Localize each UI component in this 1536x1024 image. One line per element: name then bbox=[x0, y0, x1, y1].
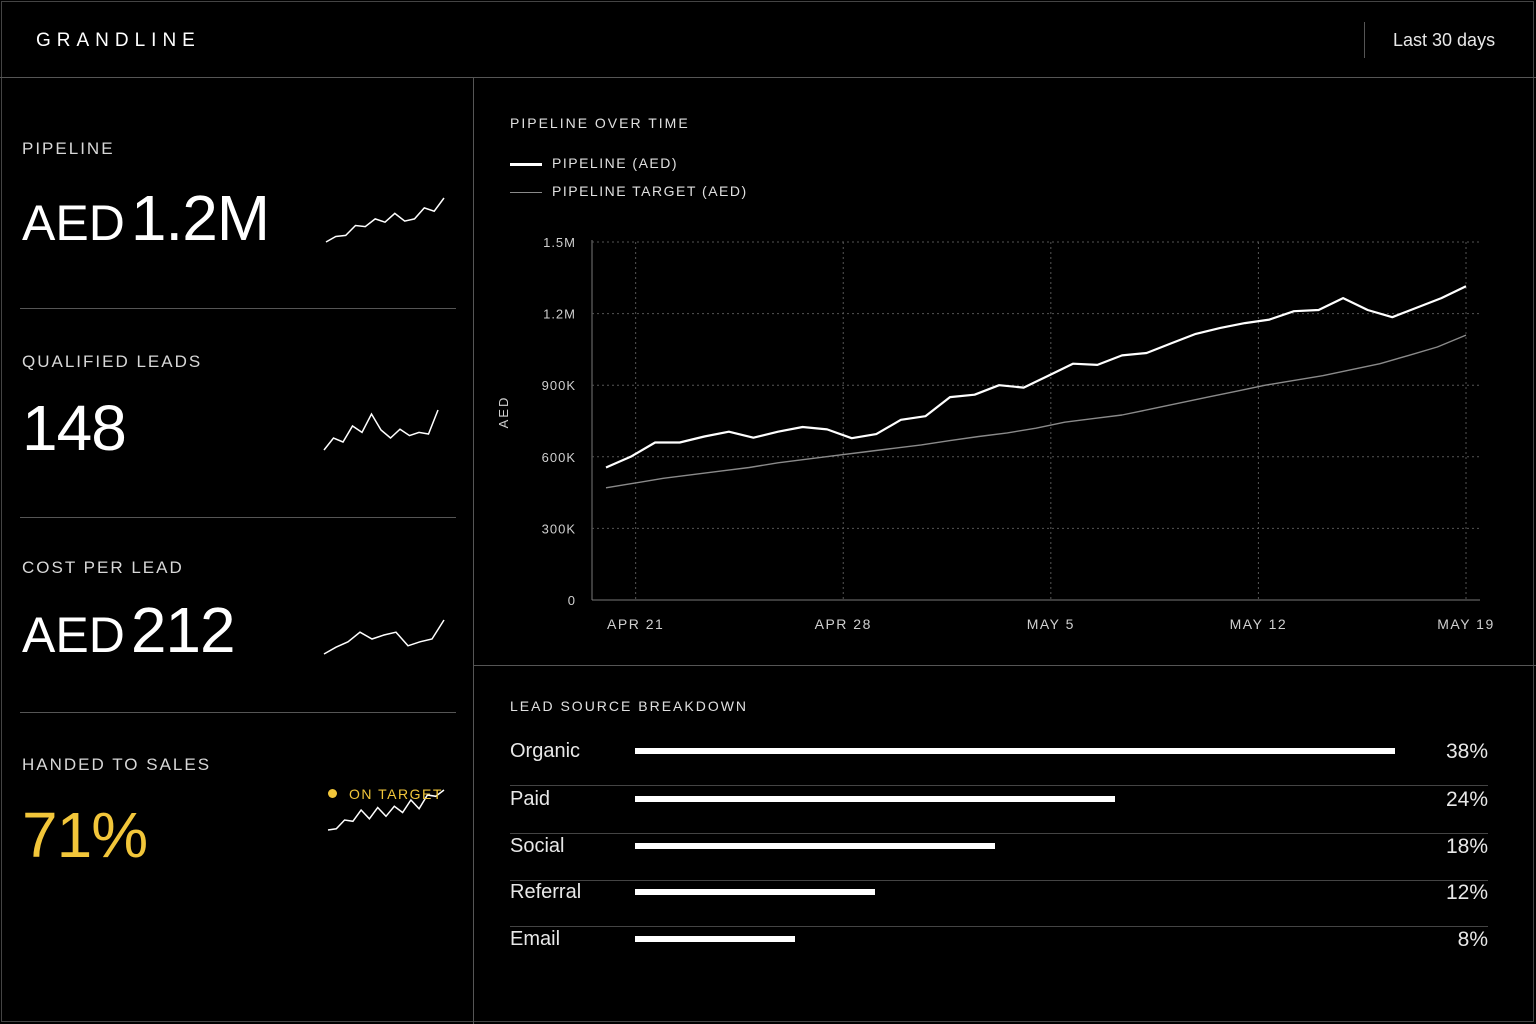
sparkline-path bbox=[327, 789, 445, 831]
lead-source-bar bbox=[635, 796, 1115, 802]
x-tick-label: APR 21 bbox=[607, 616, 664, 632]
lead-source-percent: 8% bbox=[1457, 928, 1488, 951]
legend-item-pipeline: PIPELINE (AED) bbox=[510, 155, 678, 171]
kpi-divider bbox=[20, 308, 456, 309]
lead-source-title: LEAD SOURCE BREAKDOWN bbox=[510, 698, 749, 714]
y-tick-label: 1.2M bbox=[543, 307, 576, 322]
lead-source-percent: 12% bbox=[1445, 881, 1488, 904]
kpi-value-pipeline: AED1.2M bbox=[22, 186, 270, 251]
kpi-number-pipeline: 1.2M bbox=[130, 182, 270, 254]
target-series-line bbox=[605, 334, 1467, 489]
header-divider bbox=[1364, 22, 1365, 58]
chart-title: PIPELINE OVER TIME bbox=[510, 115, 690, 131]
lead-source-row: Organic 38% bbox=[510, 740, 1488, 786]
lead-source-bar-track bbox=[635, 843, 1395, 849]
pipeline-chart: 0 300K 600K 900K 1.2M 1.5M APR 21 APR 28 MAY 5 MA… bbox=[496, 235, 1495, 632]
lead-source-percent: 38% bbox=[1445, 740, 1488, 763]
kpi-unit-cost-per-lead: AED bbox=[22, 607, 125, 663]
sparkline-path bbox=[323, 619, 445, 655]
lead-source-name: Referral bbox=[510, 881, 582, 903]
legend-label-target: PIPELINE TARGET (AED) bbox=[552, 183, 748, 199]
kpi-column bbox=[0, 78, 474, 1024]
y-tick-label: 1.5M bbox=[543, 235, 576, 250]
lead-source-panel: LEAD SOURCE BREAKDOWN Organic 38% Paid 24% S… bbox=[474, 666, 1536, 1024]
legend-item-target: PIPELINE TARGET (AED) bbox=[510, 183, 748, 199]
qualified-leads-sparkline bbox=[323, 409, 439, 451]
legend-swatch-target bbox=[510, 191, 542, 193]
kpi-value-cost-per-lead: AED212 bbox=[22, 598, 236, 663]
lead-source-percent: 24% bbox=[1445, 788, 1488, 811]
status-badge-label: ON TARGET bbox=[349, 786, 443, 802]
x-tick-label: APR 28 bbox=[815, 616, 872, 632]
status-dot-icon bbox=[328, 789, 337, 798]
kpi-label-pipeline: PIPELINE bbox=[22, 139, 115, 158]
lead-source-bar-track bbox=[635, 889, 1395, 895]
lead-source-name: Email bbox=[510, 928, 561, 950]
brand-logo: GRANDLINE bbox=[36, 30, 201, 51]
top-bar: GRANDLINE Last 30 days bbox=[0, 0, 1536, 78]
kpi-number-cost-per-lead: 212 bbox=[130, 594, 236, 666]
kpi-number-qualified-leads: 148 bbox=[22, 392, 127, 464]
kpi-divider bbox=[20, 517, 456, 518]
lead-source-bar-track bbox=[635, 936, 1395, 942]
kpi-value-handed-to-sales: 71% bbox=[22, 803, 148, 867]
lead-source-bar-track bbox=[635, 748, 1395, 754]
x-tick-label: MAY 19 bbox=[1437, 616, 1495, 632]
lead-source-name: Organic bbox=[510, 740, 581, 762]
x-tick-label: MAY 5 bbox=[1027, 616, 1075, 632]
lead-source-row: Social 18% bbox=[510, 835, 1488, 881]
lead-source-bar bbox=[635, 748, 1395, 754]
sparkline-path bbox=[323, 409, 439, 451]
row-divider bbox=[510, 926, 1488, 927]
handed-to-sales-sparkline bbox=[327, 789, 445, 831]
status-badge: ON TARGET bbox=[328, 786, 443, 802]
row-divider bbox=[510, 833, 1488, 834]
sparkline-path bbox=[325, 197, 445, 243]
lead-source-row: Referral 12% bbox=[510, 881, 1488, 927]
lead-source-name: Paid bbox=[510, 788, 551, 810]
lead-source-name: Social bbox=[510, 835, 565, 857]
lead-source-bar bbox=[635, 889, 875, 895]
y-axis-label: AED bbox=[496, 396, 511, 429]
pipeline-sparkline bbox=[325, 197, 445, 243]
legend-label-pipeline: PIPELINE (AED) bbox=[552, 155, 679, 171]
x-tick-label: MAY 12 bbox=[1230, 616, 1288, 632]
kpi-number-handed-to-sales: 71% bbox=[22, 799, 148, 871]
y-tick-label: 300K bbox=[542, 521, 576, 536]
kpi-label-handed-to-sales: HANDED TO SALES bbox=[22, 755, 212, 774]
legend-swatch-pipeline bbox=[510, 162, 542, 166]
kpi-label-qualified-leads: QUALIFIED LEADS bbox=[22, 352, 203, 371]
kpi-divider bbox=[20, 712, 456, 713]
kpi-label-cost-per-lead: COST PER LEAD bbox=[22, 558, 184, 577]
lead-source-row: Email 8% bbox=[510, 928, 1488, 974]
kpi-unit-pipeline: AED bbox=[22, 195, 125, 251]
kpi-value-qualified-leads: 148 bbox=[22, 396, 127, 460]
y-tick-label: 0 bbox=[568, 593, 576, 608]
date-range-selector[interactable]: Last 30 days bbox=[1393, 30, 1496, 50]
lead-source-bar bbox=[635, 843, 995, 849]
row-divider bbox=[510, 785, 1488, 786]
y-tick-label: 600K bbox=[542, 450, 576, 465]
cost-per-lead-sparkline bbox=[323, 619, 445, 655]
row-divider bbox=[510, 880, 1488, 881]
pipeline-series-line bbox=[605, 285, 1467, 469]
lead-source-bar bbox=[635, 936, 795, 942]
y-tick-label: 900K bbox=[542, 378, 576, 393]
lead-source-bar-track bbox=[635, 796, 1395, 802]
lead-source-percent: 18% bbox=[1445, 835, 1488, 858]
lead-source-row: Paid 24% bbox=[510, 788, 1488, 834]
pipeline-chart-panel: 0 300K 600K 900K 1.2M 1.5M APR 21 APR 28 MAY 5 MA… bbox=[474, 78, 1536, 666]
